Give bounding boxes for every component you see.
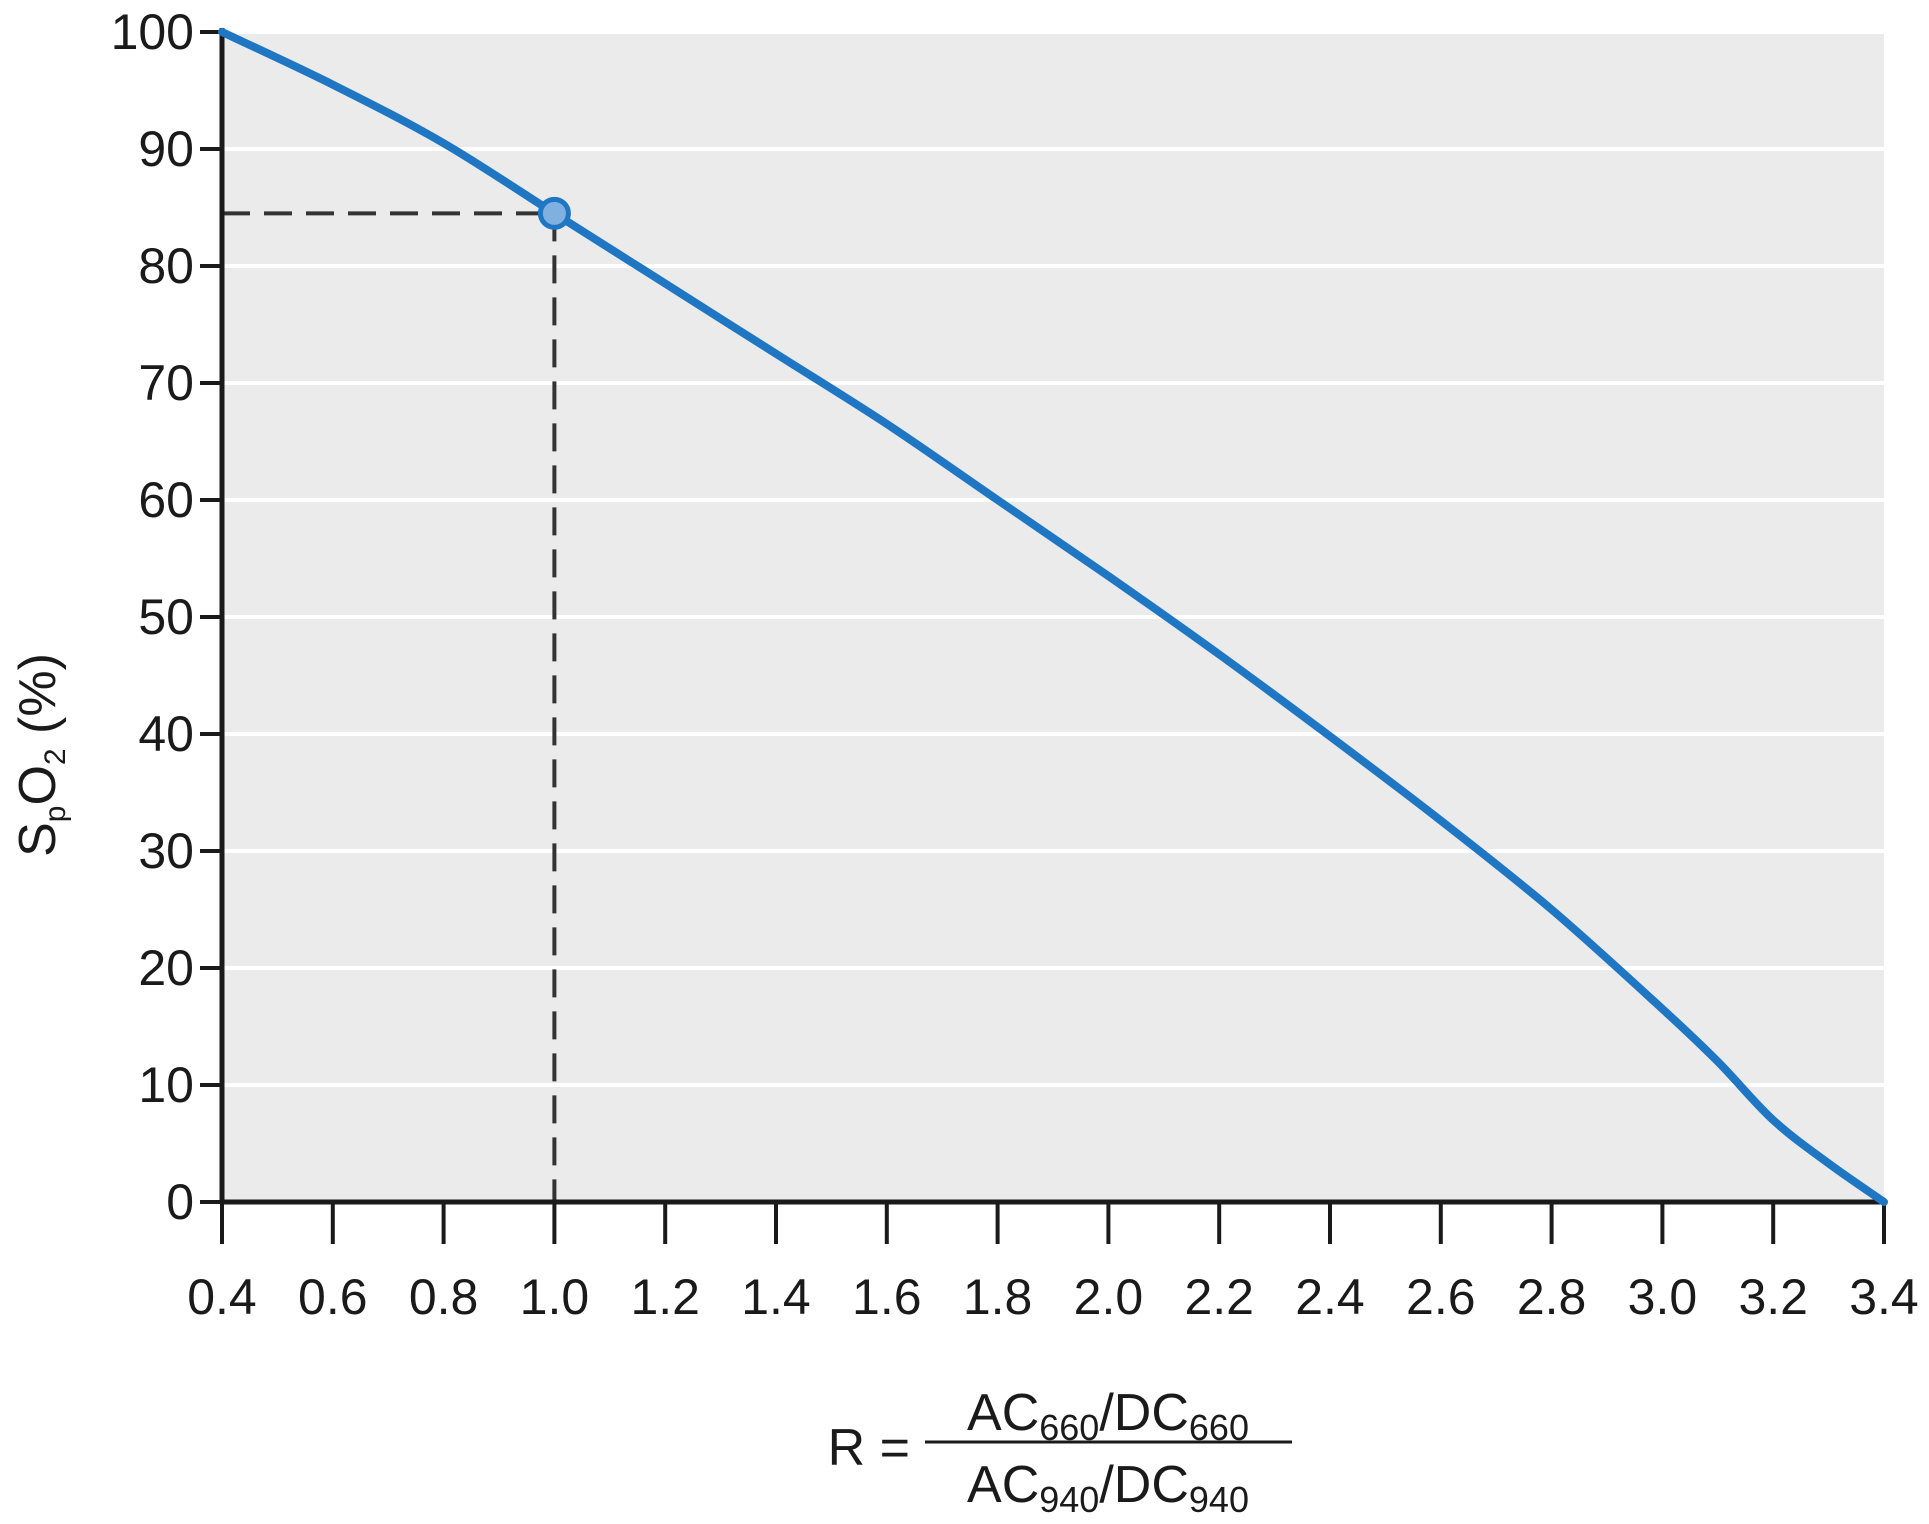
x-tick-label: 1.4 <box>741 1269 811 1325</box>
x-tick-label: 2.8 <box>1517 1269 1587 1325</box>
y-tick-label: 90 <box>138 121 194 177</box>
axes <box>200 28 1886 1244</box>
x-tick-label: 0.6 <box>298 1269 368 1325</box>
ylabel-prefix: S <box>9 822 67 857</box>
x-tick-label: 2.0 <box>1074 1269 1144 1325</box>
y-tick-label: 50 <box>138 589 194 645</box>
highlight-point <box>537 196 571 230</box>
x-tick-label: 0.8 <box>409 1269 479 1325</box>
x-tick-label: 1.2 <box>630 1269 700 1325</box>
spo2-curve <box>218 28 1888 1206</box>
x-tick-label: 3.0 <box>1628 1269 1698 1325</box>
xlabel-lhs: R = <box>828 1419 910 1477</box>
series <box>218 28 1888 1206</box>
ylabel-suffix: (%) <box>9 653 67 748</box>
y-tick-label: 100 <box>111 4 194 60</box>
x-tick-label: 0.4 <box>187 1269 257 1325</box>
y-tick-label: 30 <box>138 823 194 879</box>
x-tick-label: 1.0 <box>520 1269 590 1325</box>
x-tick-label: 1.6 <box>852 1269 922 1325</box>
gridlines <box>222 30 1884 1087</box>
xlabel-denominator: AC940/DC940 <box>967 1456 1249 1520</box>
y-tick-label: 80 <box>138 238 194 294</box>
ylabel-mid: O <box>9 765 67 805</box>
highlight <box>537 196 571 230</box>
x-tick-label: 1.8 <box>963 1269 1033 1325</box>
y-tick-label: 70 <box>138 355 194 411</box>
x-tick-label: 2.2 <box>1184 1269 1254 1325</box>
y-tick-label: 0 <box>166 1174 194 1230</box>
x-tick-label: 2.6 <box>1406 1269 1476 1325</box>
ylabel-sub-2: 2 <box>39 748 72 765</box>
ylabel-sub-p: p <box>39 806 72 823</box>
x-tick-label: 2.4 <box>1295 1269 1365 1325</box>
x-tick-label: 3.4 <box>1849 1269 1919 1325</box>
y-tick-label: 10 <box>138 1057 194 1113</box>
y-tick-labels: 0 10 20 30 40 50 60 70 80 90 100 <box>111 4 194 1230</box>
y-tick-label: 20 <box>138 940 194 996</box>
reading-guides <box>222 211 557 1202</box>
y-tick-label: 60 <box>138 472 194 528</box>
xlabel-numerator: AC660/DC660 <box>967 1384 1249 1448</box>
x-axis-label: R = AC660/DC660 AC940/DC940 <box>828 1384 1292 1520</box>
y-axis-label: SpO2 (%) <box>9 653 72 857</box>
x-tick-label: 3.2 <box>1738 1269 1808 1325</box>
y-tick-label: 40 <box>138 706 194 762</box>
x-tick-labels: 0.4 0.6 0.8 1.0 1.2 1.4 1.6 1.8 2.0 2.2 2.4 2.6 2.8 3… <box>187 1269 1919 1325</box>
